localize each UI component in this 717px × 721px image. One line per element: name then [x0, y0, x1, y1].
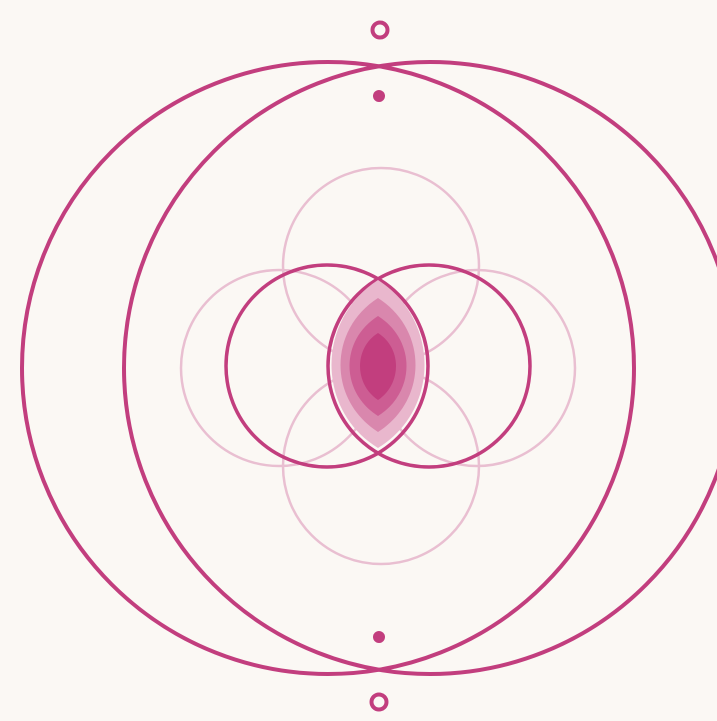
inner-bold-left-circle: [224, 263, 430, 469]
large-right-circle: [122, 60, 717, 676]
large-left-circle: [20, 60, 636, 676]
top-dot-marker: [373, 90, 385, 102]
top-ring-marker: [370, 20, 390, 40]
central-vesica-mandorla: [331, 280, 425, 448]
inner-bold-right-circle: [326, 263, 532, 469]
mandorla-core: [360, 333, 396, 400]
bottom-ring-marker: [369, 692, 389, 712]
bottom-dot-marker: [373, 631, 385, 643]
